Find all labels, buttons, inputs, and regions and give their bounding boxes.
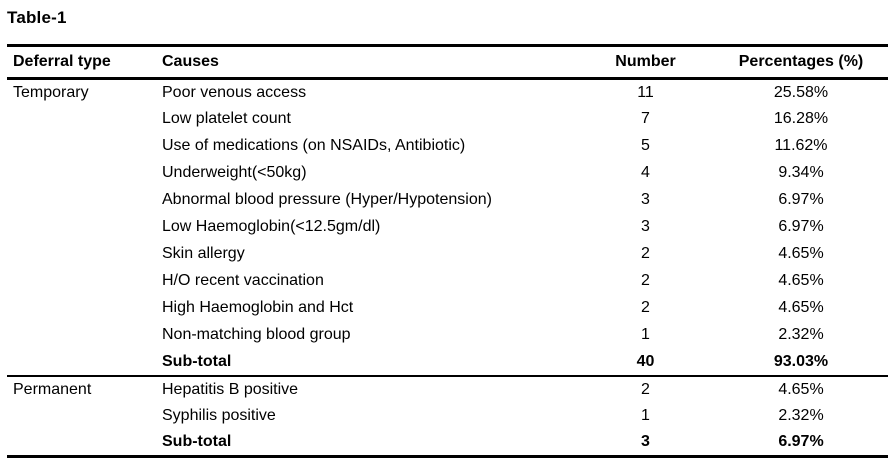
cell-number: 2 [641, 272, 650, 289]
column-header-causes: Causes [158, 45, 593, 80]
cell-deferral-type [7, 241, 158, 268]
cell-deferral-type [7, 214, 158, 241]
cell-number: 3 [641, 218, 650, 235]
cell-number: 11 [637, 83, 654, 101]
cell-cause: Sub-total [162, 433, 232, 451]
cell-cause: Low platelet count [162, 110, 291, 127]
cell-cause: High Haemoglobin and Hct [162, 299, 354, 316]
table-row: H/O recent vaccination 2 4.65% [7, 268, 888, 295]
table-title: Table-1 [7, 8, 67, 27]
table-row: Temporary Poor venous access 11 25.58% [7, 79, 888, 106]
cell-cause: Non-matching blood group [162, 326, 351, 343]
cell-number: 1 [641, 326, 650, 343]
cell-number: 2 [641, 245, 650, 262]
cell-number: 3 [641, 433, 650, 451]
column-header-number: Number [593, 45, 698, 80]
cell-number: 2 [641, 299, 650, 316]
cell-deferral-type [7, 322, 158, 349]
cell-cause: Hepatitis B positive [158, 374, 593, 403]
cell-deferral-type [7, 106, 158, 133]
cell-percentage: 4.65% [778, 299, 824, 316]
cell-percentage: 4.65% [778, 245, 824, 262]
table-header: Deferral type Causes Number Percentages … [7, 45, 888, 80]
cell-deferral-type [7, 187, 158, 214]
cell-deferral-type: Temporary [13, 83, 89, 101]
table-row: Abnormal blood pressure (Hyper/Hypotensi… [7, 187, 888, 214]
cell-percentage: 6.97% [778, 433, 824, 451]
table-row: High Haemoglobin and Hct 2 4.65% [7, 295, 888, 322]
cell-number: 4 [641, 164, 650, 181]
cell-deferral-type [7, 403, 158, 430]
cell-number: 2 [593, 374, 698, 403]
cell-cause: Abnormal blood pressure (Hyper/Hypotensi… [162, 191, 492, 208]
cell-percentage: 2.32% [778, 407, 824, 424]
cell-cause: Poor venous access [162, 83, 307, 101]
subtotal-row: Sub-total 3 6.97% [7, 430, 888, 457]
column-header-deferral-type: Deferral type [7, 45, 158, 80]
table-row: Non-matching blood group 1 2.32% [7, 322, 888, 349]
cell-deferral-type [7, 133, 158, 160]
cell-cause: Skin allergy [162, 245, 245, 262]
cell-deferral-type [7, 160, 158, 187]
cell-cause: Sub-total [162, 352, 232, 370]
table-row: Skin allergy 2 4.65% [7, 241, 888, 268]
cell-percentage: 2.32% [778, 326, 824, 343]
deferral-table: Deferral type Causes Number Percentages … [7, 44, 888, 458]
table-row: Permanent Hepatitis B positive 2 4.65% [7, 374, 888, 403]
cell-percentage: 93.03% [773, 352, 829, 370]
cell-percentage: 11.62% [774, 137, 828, 154]
header-row: Deferral type Causes Number Percentages … [7, 45, 888, 80]
cell-percentage: 25.58% [773, 83, 829, 101]
cell-number: 40 [636, 352, 655, 370]
cell-deferral-type [7, 349, 158, 376]
table-row: Syphilis positive 1 2.32% [7, 403, 888, 430]
table-row: Low platelet count 7 16.28% [7, 106, 888, 133]
column-header-percentages: Percentages (%) [698, 45, 888, 80]
cell-cause: Low Haemoglobin(<12.5gm/dl) [162, 218, 381, 235]
cell-percentage: 6.97% [778, 218, 824, 235]
table-body: Temporary Poor venous access 11 25.58% Low p… [7, 79, 888, 457]
cell-percentage: 6.97% [778, 191, 824, 208]
cell-deferral-type [7, 430, 158, 457]
cell-deferral-type: Permanent [7, 374, 158, 403]
cell-cause: Syphilis positive [162, 407, 276, 424]
cell-percentage: 4.65% [698, 374, 888, 403]
cell-number: 5 [641, 137, 650, 154]
cell-percentage: 4.65% [778, 272, 824, 289]
cell-number: 7 [641, 110, 650, 127]
cell-percentage: 9.34% [778, 164, 824, 181]
cell-cause: Use of medications (on NSAIDs, Antibioti… [162, 137, 466, 154]
table-row: Use of medications (on NSAIDs, Antibioti… [7, 133, 888, 160]
cell-deferral-type [7, 268, 158, 295]
cell-number: 1 [641, 407, 650, 424]
cell-cause: Underweight(<50kg) [162, 164, 307, 181]
cell-cause: H/O recent vaccination [162, 272, 324, 289]
cell-deferral-type [7, 295, 158, 322]
subtotal-row: Sub-total 40 93.03% [7, 349, 888, 376]
cell-percentage: 16.28% [773, 110, 829, 127]
table-row: Underweight(<50kg) 4 9.34% [7, 160, 888, 187]
cell-number: 3 [641, 191, 650, 208]
table-row: Low Haemoglobin(<12.5gm/dl) 3 6.97% [7, 214, 888, 241]
